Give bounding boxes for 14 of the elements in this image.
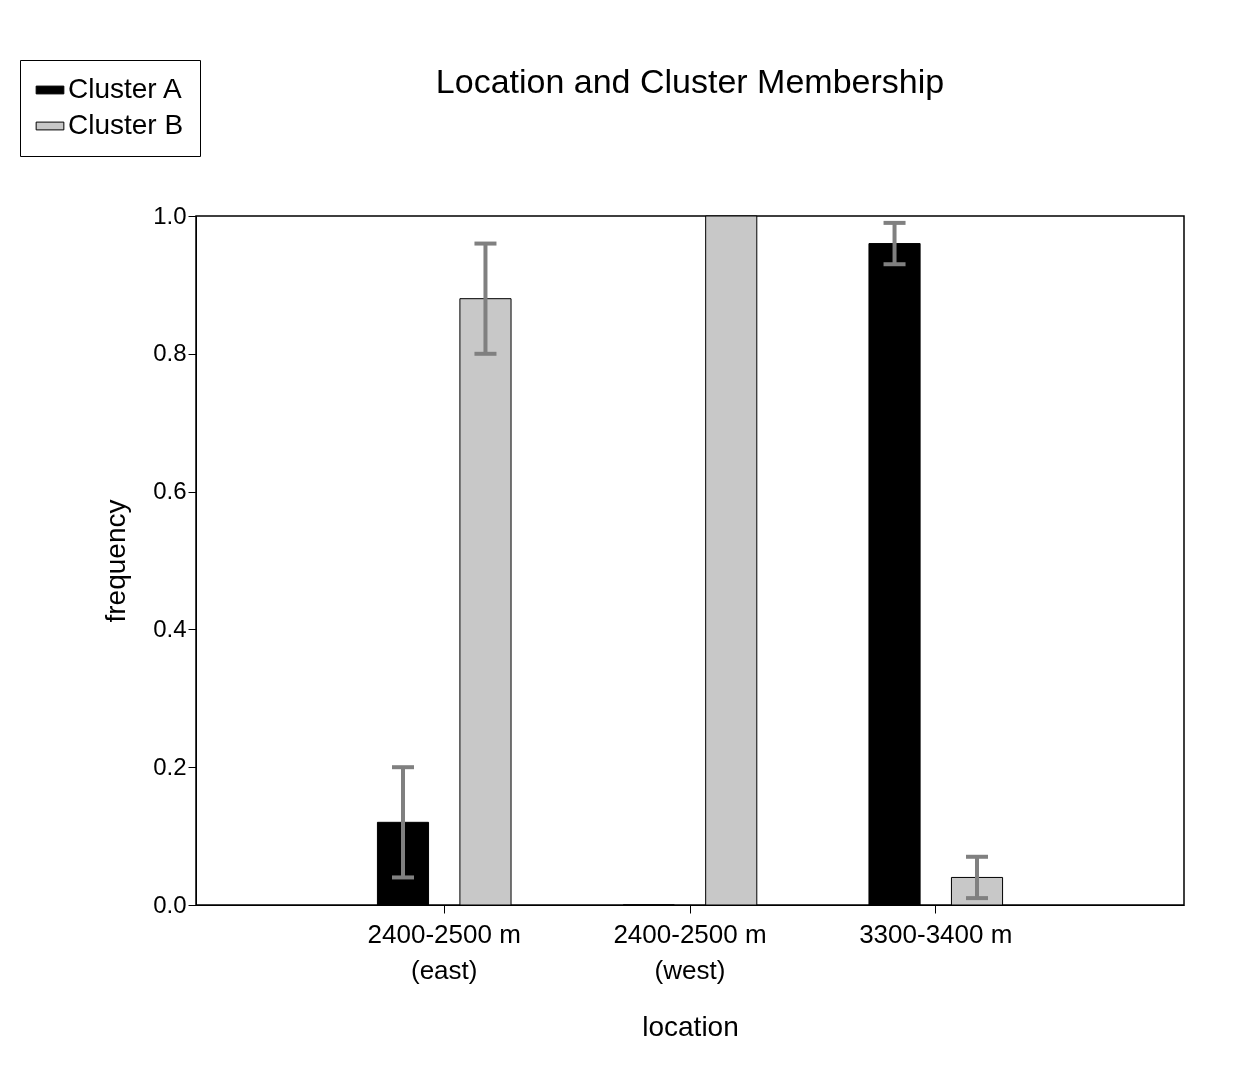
y-tick-label: 0.8: [153, 339, 187, 367]
y-axis-title: frequency: [100, 499, 132, 623]
chart-title: Location and Cluster Membership: [435, 61, 945, 100]
legend-label: Cluster B: [68, 109, 184, 140]
x-tick-label: 2400-2500 m (east): [367, 918, 521, 985]
x-tick-label: 2400-2500 m (west): [613, 918, 767, 985]
x-tick-label: 3300-3400 m: [859, 918, 1013, 949]
y-tick-label: 0.6: [153, 477, 187, 505]
x-axis-title: location: [642, 1010, 739, 1042]
y-tick-label: 0.2: [153, 752, 187, 780]
y-tick-label: 0.4: [153, 614, 187, 642]
y-tick-label: 1.0: [153, 201, 187, 229]
legend-label: Cluster A: [68, 73, 182, 104]
y-tick-label: 0.0: [153, 890, 187, 918]
